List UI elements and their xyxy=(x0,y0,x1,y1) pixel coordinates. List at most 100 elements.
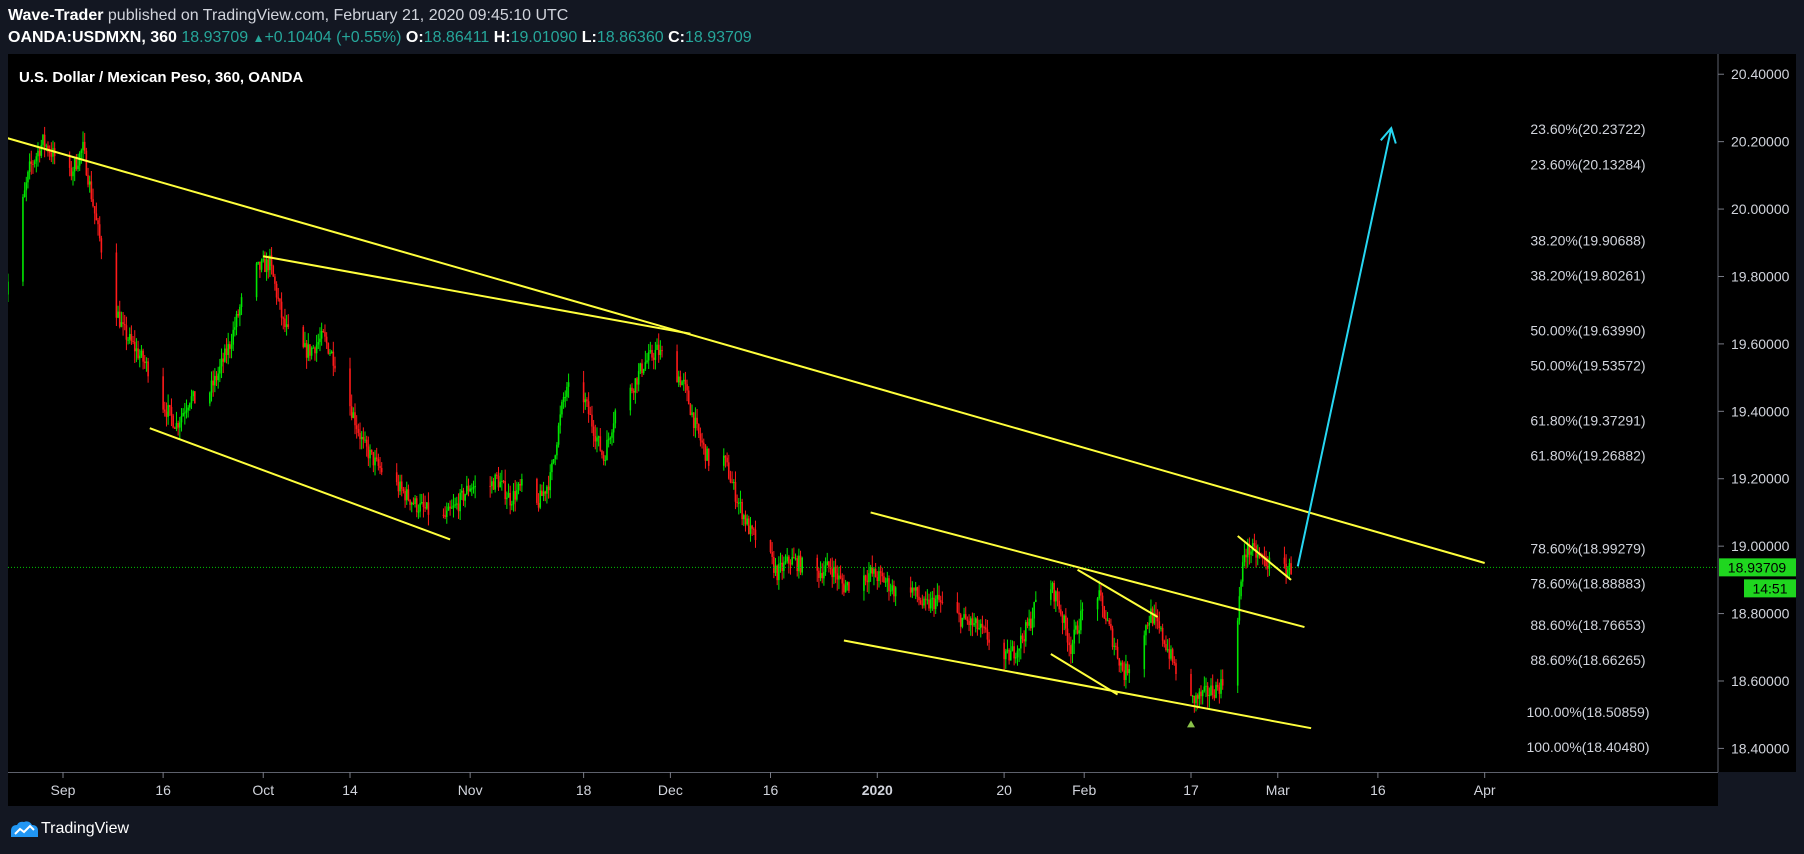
candle-body xyxy=(364,439,366,441)
candle-body xyxy=(70,167,73,177)
tradingview-logo-icon[interactable] xyxy=(9,819,39,839)
candle-body xyxy=(1063,615,1065,623)
candle-body xyxy=(90,181,93,200)
candle-body xyxy=(1128,669,1131,674)
candle-body xyxy=(773,556,775,573)
time-tick-label: Feb xyxy=(1072,782,1096,798)
candle-body xyxy=(33,161,36,165)
time-tick-label: Apr xyxy=(1474,782,1496,798)
candle-body xyxy=(1190,674,1192,697)
candle-body xyxy=(677,376,680,383)
candle-body xyxy=(1051,583,1054,590)
candle-body xyxy=(492,481,495,490)
candle-body xyxy=(1193,695,1196,704)
candle-body xyxy=(1201,690,1204,697)
main-downtrend-line[interactable] xyxy=(8,135,1485,564)
candle-body xyxy=(424,506,426,509)
candle-body xyxy=(1071,643,1074,654)
candle-body xyxy=(354,412,356,426)
jan-channel-upper-line[interactable] xyxy=(870,511,1305,629)
plot-area[interactable] xyxy=(8,54,1718,772)
candle-body xyxy=(43,134,46,147)
candle-body xyxy=(657,344,660,355)
flag-upper-line[interactable] xyxy=(1237,535,1292,581)
candle-body xyxy=(647,352,650,361)
time-tick-label: 16 xyxy=(763,782,779,798)
low-marker-icon xyxy=(1186,720,1195,728)
candle-body xyxy=(821,572,824,579)
candle-body xyxy=(981,623,984,628)
candle-body xyxy=(128,334,131,340)
candle-body xyxy=(187,407,189,411)
candle-body xyxy=(372,452,375,466)
candle-body xyxy=(984,627,987,630)
candle-body xyxy=(509,492,511,506)
chart-header: Wave-Trader published on TradingView.com… xyxy=(0,0,1804,54)
candle-body xyxy=(564,396,567,398)
candle-body xyxy=(1030,618,1032,629)
candle-body xyxy=(317,342,320,345)
candle-body xyxy=(961,617,964,627)
candle-body xyxy=(262,258,265,261)
author-name[interactable]: Wave-Trader xyxy=(8,7,104,24)
price-chart[interactable]: 23.60%(20.23722) 23.60%(20.13284) 38.20%(1… xyxy=(8,54,1796,806)
candle-body xyxy=(697,424,700,434)
candle-body xyxy=(1253,543,1256,546)
candle-body xyxy=(355,425,358,430)
candle-body xyxy=(1221,679,1224,686)
candle-body xyxy=(831,568,834,578)
candle-body xyxy=(359,432,361,440)
candle-body xyxy=(746,518,748,525)
candle-body xyxy=(352,412,355,418)
candle-body xyxy=(28,161,31,172)
candle-body xyxy=(379,465,381,468)
candle-body xyxy=(1068,642,1070,646)
candle-body xyxy=(494,474,496,490)
candle-body xyxy=(461,490,463,493)
candle-body xyxy=(22,196,24,282)
candle-body xyxy=(1220,679,1222,694)
sep-dec-resistance-line[interactable] xyxy=(263,255,691,335)
candle-body xyxy=(692,412,695,429)
low-value: 18.86360 xyxy=(596,29,664,46)
time-axis[interactable] xyxy=(8,773,1718,806)
candle-body xyxy=(1055,591,1057,602)
candle-body xyxy=(971,618,974,626)
candle-body xyxy=(737,502,740,504)
candle-body xyxy=(913,587,915,591)
candle-body xyxy=(180,415,183,423)
projection-arrow[interactable] xyxy=(1296,127,1393,567)
candle-body xyxy=(704,444,707,461)
candle-body xyxy=(1116,646,1119,659)
candle-body xyxy=(462,490,465,501)
candle-body xyxy=(586,399,588,402)
candle-body xyxy=(259,261,261,270)
candle-body xyxy=(691,412,693,415)
candle-body xyxy=(848,582,850,591)
price-axis[interactable] xyxy=(1718,54,1796,772)
candle-body xyxy=(265,259,268,272)
candle-body xyxy=(919,600,922,604)
sep-oct-support-line[interactable] xyxy=(149,427,451,541)
close-label: C: xyxy=(668,29,685,46)
candle-body xyxy=(884,581,887,583)
candle-body xyxy=(397,482,400,492)
jan-channel-lower-line[interactable] xyxy=(843,639,1312,730)
candle-body xyxy=(974,618,977,624)
candle-body xyxy=(1236,620,1239,686)
candle-body xyxy=(1011,646,1014,651)
symbol-name[interactable]: OANDA:USDMXN, 360 xyxy=(8,29,177,46)
candle-body xyxy=(219,366,221,374)
tradingview-brand[interactable]: TradingView xyxy=(41,820,130,837)
candle-body xyxy=(220,358,223,367)
candle-body xyxy=(1248,544,1251,555)
candle-body xyxy=(549,472,552,491)
candle-body xyxy=(1108,620,1111,624)
candle-body xyxy=(42,134,44,145)
feb-wedge-lower-line[interactable] xyxy=(1050,653,1119,696)
feb-wedge-upper-line[interactable] xyxy=(1077,568,1159,618)
candle-body xyxy=(591,414,593,427)
candle-body xyxy=(642,369,645,374)
fib-level-label: 23.60%(20.13284) xyxy=(1530,156,1645,172)
price-tick-label: 19.40000 xyxy=(1731,403,1790,419)
